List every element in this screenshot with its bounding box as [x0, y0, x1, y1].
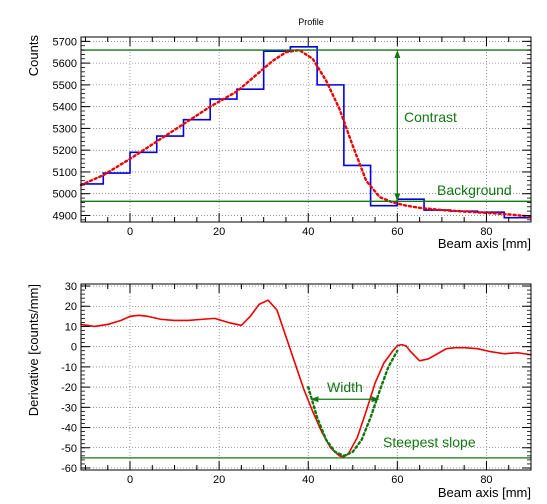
profile-frame: [80, 36, 532, 223]
derivative-ytick-label: -20: [61, 382, 77, 394]
derivative-ylabel: Derivative [counts/mm]: [26, 284, 41, 416]
steepest-slope-label: Steepest slope: [383, 434, 476, 450]
profile-series: [79, 45, 533, 219]
derivative-xtick-label: 0: [127, 474, 133, 486]
profile-panel: Profile 0 20 40 60 80 4900 5000 5100 5200 5300 540…: [26, 17, 533, 251]
profile-xtick-label: 60: [391, 226, 403, 238]
contrast-arrow-head-bottom: [394, 193, 401, 202]
derivative-ytick-label: -30: [61, 402, 77, 414]
profile-xlabel: Beam axis [mm]: [438, 236, 531, 251]
profile-xtick-label: 20: [213, 226, 225, 238]
derivative-ytick-label: 0: [71, 342, 77, 354]
derivative-derivative-curve: [80, 299, 532, 458]
derivative-xtick-label: 80: [480, 474, 492, 486]
profile-ytick-label: 5000: [53, 189, 77, 201]
width-arrow-head-right: [371, 396, 380, 403]
profile-dotted-curve: [79, 48, 533, 218]
derivative-dotted-curve: [307, 349, 399, 458]
profile-xtick-label: 40: [302, 226, 314, 238]
derivative-ytick-label: -50: [61, 443, 77, 455]
profile-xtick-label: 80: [480, 226, 492, 238]
profile-axes: 0 20 40 60 80 4900 5000 5100 5200 5300 5400 5500 560…: [53, 36, 532, 238]
derivative-frame: [80, 283, 532, 471]
width-arrow-head-left: [310, 396, 319, 403]
contrast-label: Contrast: [404, 109, 457, 125]
derivative-series: [80, 299, 532, 458]
profile-ytick-label: 5100: [53, 167, 77, 179]
derivative-panel: 0 20 40 60 80 -60 -50 -40 -30 -20 -10 0 10 20 30 Beam …: [26, 281, 532, 500]
derivative-xtick-label: 20: [213, 474, 225, 486]
derivative-ytick-label: -40: [61, 423, 77, 435]
derivative-annotations: [81, 396, 531, 459]
background-label: Background: [437, 182, 512, 198]
profile-xtick-label: 0: [127, 226, 133, 238]
profile-annotations: [81, 49, 531, 202]
derivative-axes: 0 20 40 60 80 -60 -50 -40 -30 -20 -10 0 10 20 30: [61, 281, 532, 486]
derivative-grid: [81, 284, 531, 470]
derivative-xtick-label: 40: [302, 474, 314, 486]
profile-ytick-label: 5400: [53, 102, 77, 114]
derivative-ytick-label: 10: [65, 321, 77, 333]
profile-ytick-label: 5200: [53, 145, 77, 157]
derivative-ytick-label: 20: [65, 301, 77, 313]
profile-ytick-label: 5600: [53, 58, 77, 70]
derivative-ytick-label: 30: [65, 281, 77, 293]
profile-ytick-label: 5500: [53, 80, 77, 92]
profile-title: Profile: [298, 17, 324, 27]
contrast-arrow-head-top: [394, 50, 401, 59]
profile-ylabel: Counts: [26, 35, 41, 77]
profile-ytick-label: 4900: [53, 210, 77, 222]
profile-ytick-label: 5300: [53, 123, 77, 135]
width-label: Width: [327, 379, 363, 395]
derivative-ytick-label: -60: [61, 463, 77, 475]
profile-ytick-label: 5700: [53, 36, 77, 48]
derivative-ytick-label: -10: [61, 362, 77, 374]
derivative-xtick-label: 60: [391, 474, 403, 486]
derivative-xlabel: Beam axis [mm]: [438, 485, 531, 500]
